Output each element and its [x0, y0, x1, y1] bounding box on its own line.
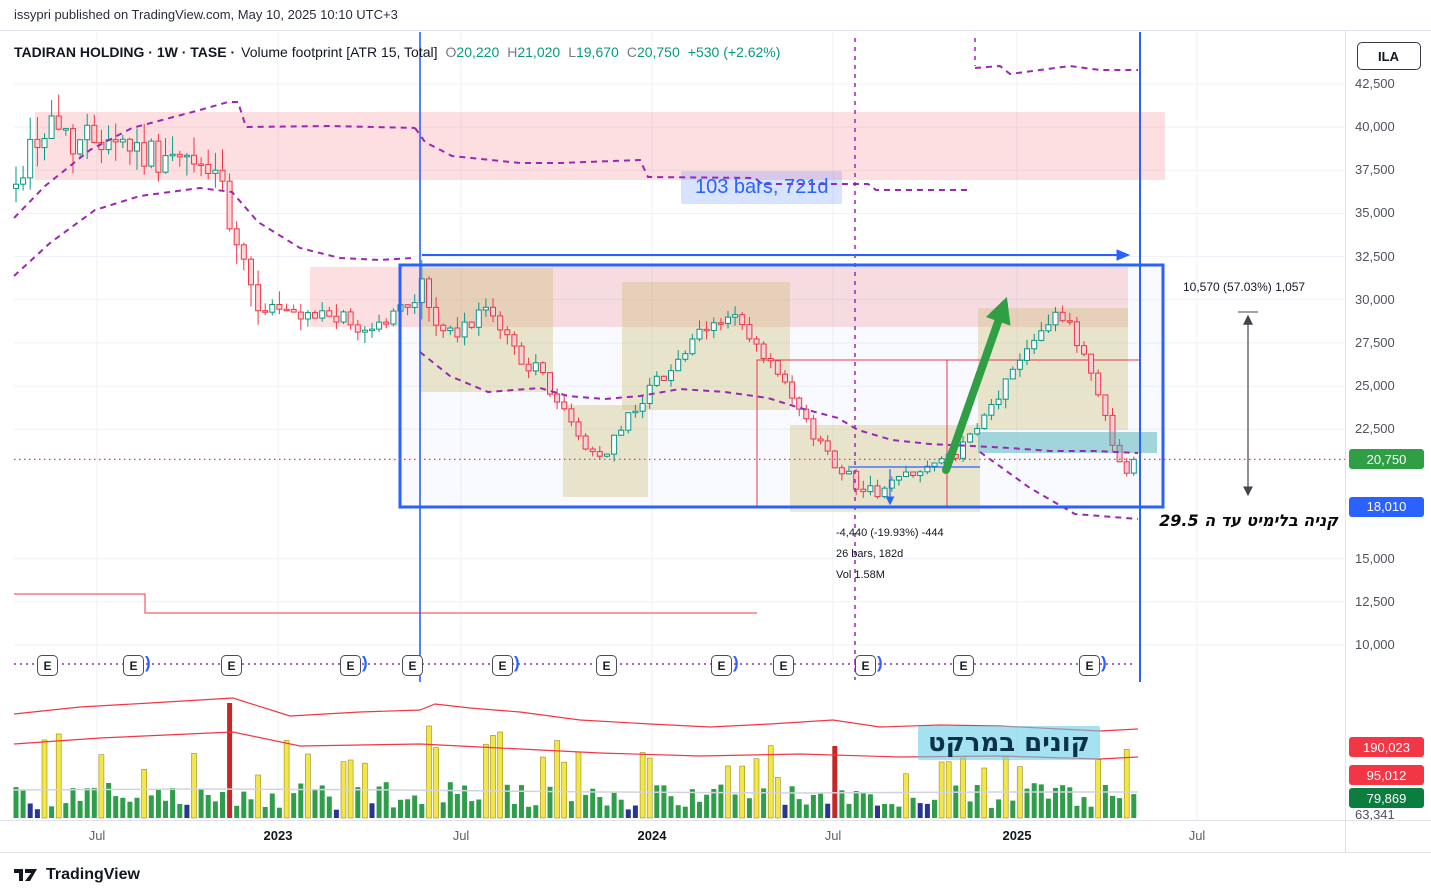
publish-info-text: issypri published on TradingView.com, Ma… [14, 7, 398, 22]
close-value: 20,750 [636, 44, 680, 60]
time-axis-label: Jul [1188, 828, 1206, 843]
open-value: 20,220 [456, 44, 500, 60]
indicator-dashed-line [13, 101, 416, 219]
earnings-marker[interactable]: E [1079, 655, 1100, 676]
close-label: C [626, 44, 637, 60]
buy-zone-teal[interactable] [978, 432, 1157, 453]
symbol-title[interactable]: TADIRAN HOLDING · 1W · TASE · [14, 44, 236, 60]
grid-layer [14, 32, 1345, 820]
earnings-arc-icon: ) [514, 653, 520, 672]
footer-bar: TradingView [0, 852, 1431, 896]
chart-frame-border [0, 30, 1431, 31]
price-tick-label: 25,000 [1355, 378, 1395, 394]
publish-info-bar: issypri published on TradingView.com, Ma… [0, 0, 1431, 30]
earnings-marker[interactable]: E [402, 655, 423, 676]
earnings-marker[interactable]: E [711, 655, 732, 676]
earnings-marker[interactable]: E [37, 655, 58, 676]
indicator-dashed-line [974, 64, 1138, 76]
loss-measure-line-1: -4,440 (-19.93%) -444 [836, 527, 944, 539]
earnings-marker[interactable]: E [773, 655, 794, 676]
bars-count-label[interactable]: 103 bars, 721d [681, 171, 843, 204]
price-tick-label: 22,500 [1355, 421, 1395, 437]
change-value: +530 (+2.62%) [687, 44, 781, 60]
limit-order-note[interactable]: קניה בלימיט עד ה 29.5 [1159, 511, 1338, 530]
gain-measure-label[interactable]: 10,570 (57.03%) 1,057 [1183, 280, 1306, 294]
earnings-marker[interactable]: E [340, 655, 361, 676]
time-axis-label: 2025 [1002, 828, 1032, 843]
chart-legend[interactable]: TADIRAN HOLDING · 1W · TASE · Volume foot… [14, 44, 780, 60]
loss-measure-box[interactable]: -4,440 (-19.93%) -444 26 bars, 182d Vol … [836, 523, 944, 586]
indicator-dashed-line [979, 451, 1139, 520]
high-label: H [507, 44, 518, 60]
price-label-badge: 20,750 [1349, 449, 1424, 470]
tradingview-logo-icon[interactable] [14, 867, 38, 883]
low-label: L [568, 44, 576, 60]
indicator-title[interactable]: Volume footprint [ATR 15, Total] [241, 44, 438, 60]
price-label-badge: 18,010 [1349, 496, 1424, 517]
range-box-2[interactable] [563, 405, 648, 497]
earnings-marker[interactable]: E [123, 655, 144, 676]
volume-overlay-line [13, 788, 1138, 794]
market-buy-note[interactable]: קונים במרקט [918, 726, 1100, 760]
time-axis-label: Jul [88, 828, 106, 843]
time-axis[interactable]: Jul 2023 Jul 2024 Jul 2025 Jul [0, 820, 1345, 853]
earnings-markers-row: E E) E E) E E) E E) E E) E E) [0, 653, 1345, 681]
earnings-arc-icon: ) [877, 653, 883, 672]
green-trend-arrow[interactable] [942, 296, 1011, 474]
earnings-arc-icon: ) [145, 653, 151, 672]
price-tick-label: 40,000 [1355, 119, 1395, 135]
loss-measure-line-3: Vol 1.58M [836, 569, 885, 581]
earnings-marker[interactable]: E [492, 655, 513, 676]
volume-scale-label: 79,869 [1349, 788, 1424, 808]
earnings-marker[interactable]: E [953, 655, 974, 676]
arrows-layer [942, 296, 1258, 497]
volume-scale-label: 63,341 [1355, 807, 1395, 822]
price-tick-label: 27,500 [1355, 334, 1395, 350]
red-level-line[interactable] [14, 593, 757, 614]
dashed-indicator-layer [13, 38, 1139, 680]
currency-button[interactable]: ILA [1356, 42, 1421, 70]
price-tick-label: 42,500 [1355, 75, 1395, 91]
price-tick-label: 15,000 [1355, 550, 1395, 566]
open-label: O [445, 44, 457, 60]
earnings-arc-icon: ) [733, 653, 739, 672]
earnings-marker[interactable]: E [855, 655, 876, 676]
volume-overlay-line [13, 697, 1139, 732]
high-value: 21,020 [517, 44, 561, 60]
indicator-dashed-line [419, 351, 1139, 454]
price-tick-label: 10,000 [1355, 637, 1395, 652]
earnings-arc-icon: ) [362, 653, 368, 672]
earnings-marker[interactable]: E [596, 655, 617, 676]
volume-scale-label: 95,012 [1349, 765, 1424, 785]
volume-scale-label: 190,023 [1349, 737, 1424, 757]
overlay-zones-layer [978, 432, 1157, 453]
time-axis-label: 2023 [263, 828, 293, 843]
time-axis-label: Jul [824, 828, 842, 843]
time-axis-label: 2024 [637, 828, 667, 843]
price-tick-label: 37,500 [1355, 162, 1395, 178]
loss-measure-line-2: 26 bars, 182d [836, 548, 904, 560]
price-tick-label: 35,000 [1355, 205, 1395, 221]
axis-corner-border [1345, 820, 1431, 821]
earnings-arc-icon: ) [1101, 653, 1107, 672]
low-value: 19,670 [575, 44, 619, 60]
price-tick-label: 12,500 [1355, 593, 1395, 609]
price-tick-label: 30,000 [1355, 291, 1395, 307]
indicator-dashed-line [414, 127, 970, 191]
blue-range-box[interactable] [398, 263, 1165, 509]
time-axis-label: Jul [452, 828, 470, 843]
volume-layer [13, 697, 1139, 819]
tradingview-brand[interactable]: TradingView [46, 865, 140, 883]
candles-layer [13, 94, 1137, 499]
price-scale[interactable]: ILA 42,500 40,000 37,500 35,000 32,500 30,000… [1345, 30, 1431, 852]
blue-drawings-layer [14, 32, 1345, 682]
indicator-dashed-line [13, 186, 413, 277]
supply-zone-upper[interactable] [35, 112, 1165, 180]
earnings-marker[interactable]: E [221, 655, 242, 676]
price-tick-label: 32,500 [1355, 248, 1395, 264]
